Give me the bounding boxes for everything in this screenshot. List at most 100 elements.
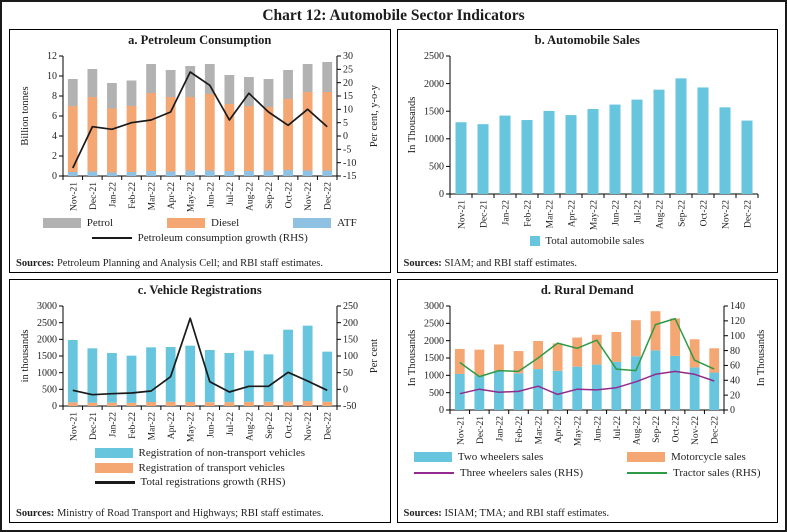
svg-text:Aug-22: Aug-22 <box>633 416 643 445</box>
svg-text:Apr-22: Apr-22 <box>167 412 177 439</box>
legend-item-three-wheelers: Three wheelers sales (RHS) <box>413 466 583 481</box>
panel-a-sources: Sources: Petroleum Planning and Analysis… <box>14 257 386 269</box>
legend-label: Tractor sales (RHS) <box>673 466 761 479</box>
svg-text:-50: -50 <box>343 401 356 412</box>
svg-text:Nov-21: Nov-21 <box>69 182 79 211</box>
legend-label: Registration of transport vehicles <box>138 461 285 474</box>
svg-text:Jun-22: Jun-22 <box>206 412 216 438</box>
svg-text:Jun-22: Jun-22 <box>206 182 216 208</box>
svg-text:Aug-22: Aug-22 <box>245 412 255 441</box>
legend-item-diesel: Diesel <box>167 216 239 231</box>
svg-text:2000: 2000 <box>424 79 444 90</box>
svg-text:May-22: May-22 <box>186 182 196 212</box>
svg-text:Jul-22: Jul-22 <box>613 416 623 440</box>
svg-text:Nov-21: Nov-21 <box>69 412 79 441</box>
legend-label: Diesel <box>211 217 240 229</box>
svg-text:Dec-21: Dec-21 <box>89 182 99 210</box>
panel-d-title: d. Rural Demand <box>540 283 634 297</box>
svg-text:in thousands: in thousands <box>20 330 31 383</box>
legend-item-atf: ATF <box>293 216 357 231</box>
svg-text:Dec-22: Dec-22 <box>323 182 333 210</box>
panel-c-legend: Registration of non-transport vehicles R… <box>94 446 306 490</box>
sources-text: Ministry of Road Transport and Highways;… <box>54 508 324 519</box>
legend-label: Three wheelers sales (RHS) <box>459 466 583 479</box>
svg-text:40: 40 <box>730 375 740 386</box>
svg-text:3000: 3000 <box>424 301 444 312</box>
svg-text:Nov-22: Nov-22 <box>304 412 314 441</box>
motorcycle-swatch <box>627 452 665 463</box>
svg-text:1500: 1500 <box>424 106 444 117</box>
svg-text:Dec-21: Dec-21 <box>89 412 99 440</box>
automobile-sales-chart: 0 500 1000 1500 2000 2500 In Thousands Nov-21 De… <box>407 51 759 230</box>
svg-text:Jul-22: Jul-22 <box>634 200 644 224</box>
svg-text:Sep-22: Sep-22 <box>265 182 275 209</box>
panel-petroleum-consumption: a. Petroleum Consumption 0 2 4 6 8 10 12 Billio… <box>9 29 391 273</box>
vehicle-registrations-chart: 0 500 1000 1500 2000 2500 3000 in thousands -50 0… <box>20 301 380 442</box>
transport-swatch <box>94 462 133 473</box>
svg-text:-10: -10 <box>343 158 356 169</box>
svg-text:-15: -15 <box>343 171 356 182</box>
svg-text:Dec-22: Dec-22 <box>323 412 333 440</box>
svg-text:1000: 1000 <box>424 371 444 382</box>
svg-text:60: 60 <box>730 361 740 372</box>
svg-text:0: 0 <box>52 401 57 412</box>
svg-text:250: 250 <box>343 301 358 312</box>
svg-text:1000: 1000 <box>424 134 444 145</box>
svg-text:Mar-22: Mar-22 <box>147 412 157 441</box>
svg-text:1000: 1000 <box>37 368 57 379</box>
svg-text:Apr-22: Apr-22 <box>568 200 578 227</box>
svg-text:Per cent, y-o-y: Per cent, y-o-y <box>369 84 380 147</box>
svg-text:Nov-21: Nov-21 <box>458 200 468 229</box>
total-sales-swatch <box>530 236 541 247</box>
svg-text:0: 0 <box>439 189 444 200</box>
svg-text:Jun-22: Jun-22 <box>594 416 604 442</box>
svg-text:Feb-22: Feb-22 <box>128 182 138 209</box>
panel-a-title: a. Petroleum Consumption <box>128 33 272 47</box>
svg-text:1500: 1500 <box>37 351 57 362</box>
svg-text:15: 15 <box>343 91 353 102</box>
svg-text:10: 10 <box>47 71 57 82</box>
legend-label: Petrol <box>86 217 114 229</box>
svg-text:Apr-22: Apr-22 <box>554 416 564 443</box>
svg-text:0: 0 <box>52 171 57 182</box>
svg-text:Mar-22: Mar-22 <box>147 182 157 211</box>
sources-text: Petroleum Planning and Analysis Cell; an… <box>54 258 324 269</box>
diesel-swatch <box>167 218 206 229</box>
legend-item-tractor: Tractor sales (RHS) <box>627 466 761 481</box>
svg-text:Nov-22: Nov-22 <box>304 182 314 211</box>
legend-label: ATF <box>337 217 357 229</box>
svg-text:2000: 2000 <box>424 336 444 347</box>
svg-text:Nov-21: Nov-21 <box>457 416 467 445</box>
svg-text:8: 8 <box>52 91 57 102</box>
svg-text:1500: 1500 <box>424 353 444 364</box>
svg-text:Oct-22: Oct-22 <box>672 416 682 443</box>
svg-text:Sep-22: Sep-22 <box>652 416 662 443</box>
legend-label: Registration of non-transport vehicles <box>138 447 306 459</box>
svg-text:2500: 2500 <box>424 319 444 330</box>
legend-item-two-wheelers: Two wheelers sales <box>413 450 583 465</box>
svg-text:0: 0 <box>343 385 348 396</box>
svg-text:Mar-22: Mar-22 <box>535 416 545 445</box>
svg-text:Jan-22: Jan-22 <box>108 182 118 208</box>
svg-text:140: 140 <box>730 301 745 312</box>
svg-text:In Thousands: In Thousands <box>407 97 418 154</box>
panel-a-legend: Petrol Diesel ATF Petroleum consumption … <box>14 216 386 245</box>
atf-swatch <box>293 218 332 229</box>
svg-text:Sep-22: Sep-22 <box>265 412 275 439</box>
svg-text:Nov-22: Nov-22 <box>691 416 701 445</box>
svg-text:20: 20 <box>730 390 740 401</box>
svg-text:Dec-21: Dec-21 <box>480 200 490 228</box>
svg-text:In Thousands: In Thousands <box>756 330 767 387</box>
registrations-growth-swatch <box>94 481 135 484</box>
svg-text:Mar-22: Mar-22 <box>546 200 556 229</box>
svg-text:May-22: May-22 <box>574 416 584 446</box>
svg-text:50: 50 <box>343 368 353 379</box>
three-wheelers-swatch <box>413 471 454 475</box>
svg-text:80: 80 <box>730 346 740 357</box>
panel-b-legend: Total automobile sales <box>402 234 774 249</box>
panel-grid: a. Petroleum Consumption 0 2 4 6 8 10 12 Billio… <box>2 29 785 530</box>
svg-text:In Thousands: In Thousands <box>407 330 418 387</box>
svg-text:Oct-22: Oct-22 <box>284 412 294 439</box>
svg-text:Aug-22: Aug-22 <box>656 200 666 229</box>
svg-text:Jan-22: Jan-22 <box>496 416 506 442</box>
